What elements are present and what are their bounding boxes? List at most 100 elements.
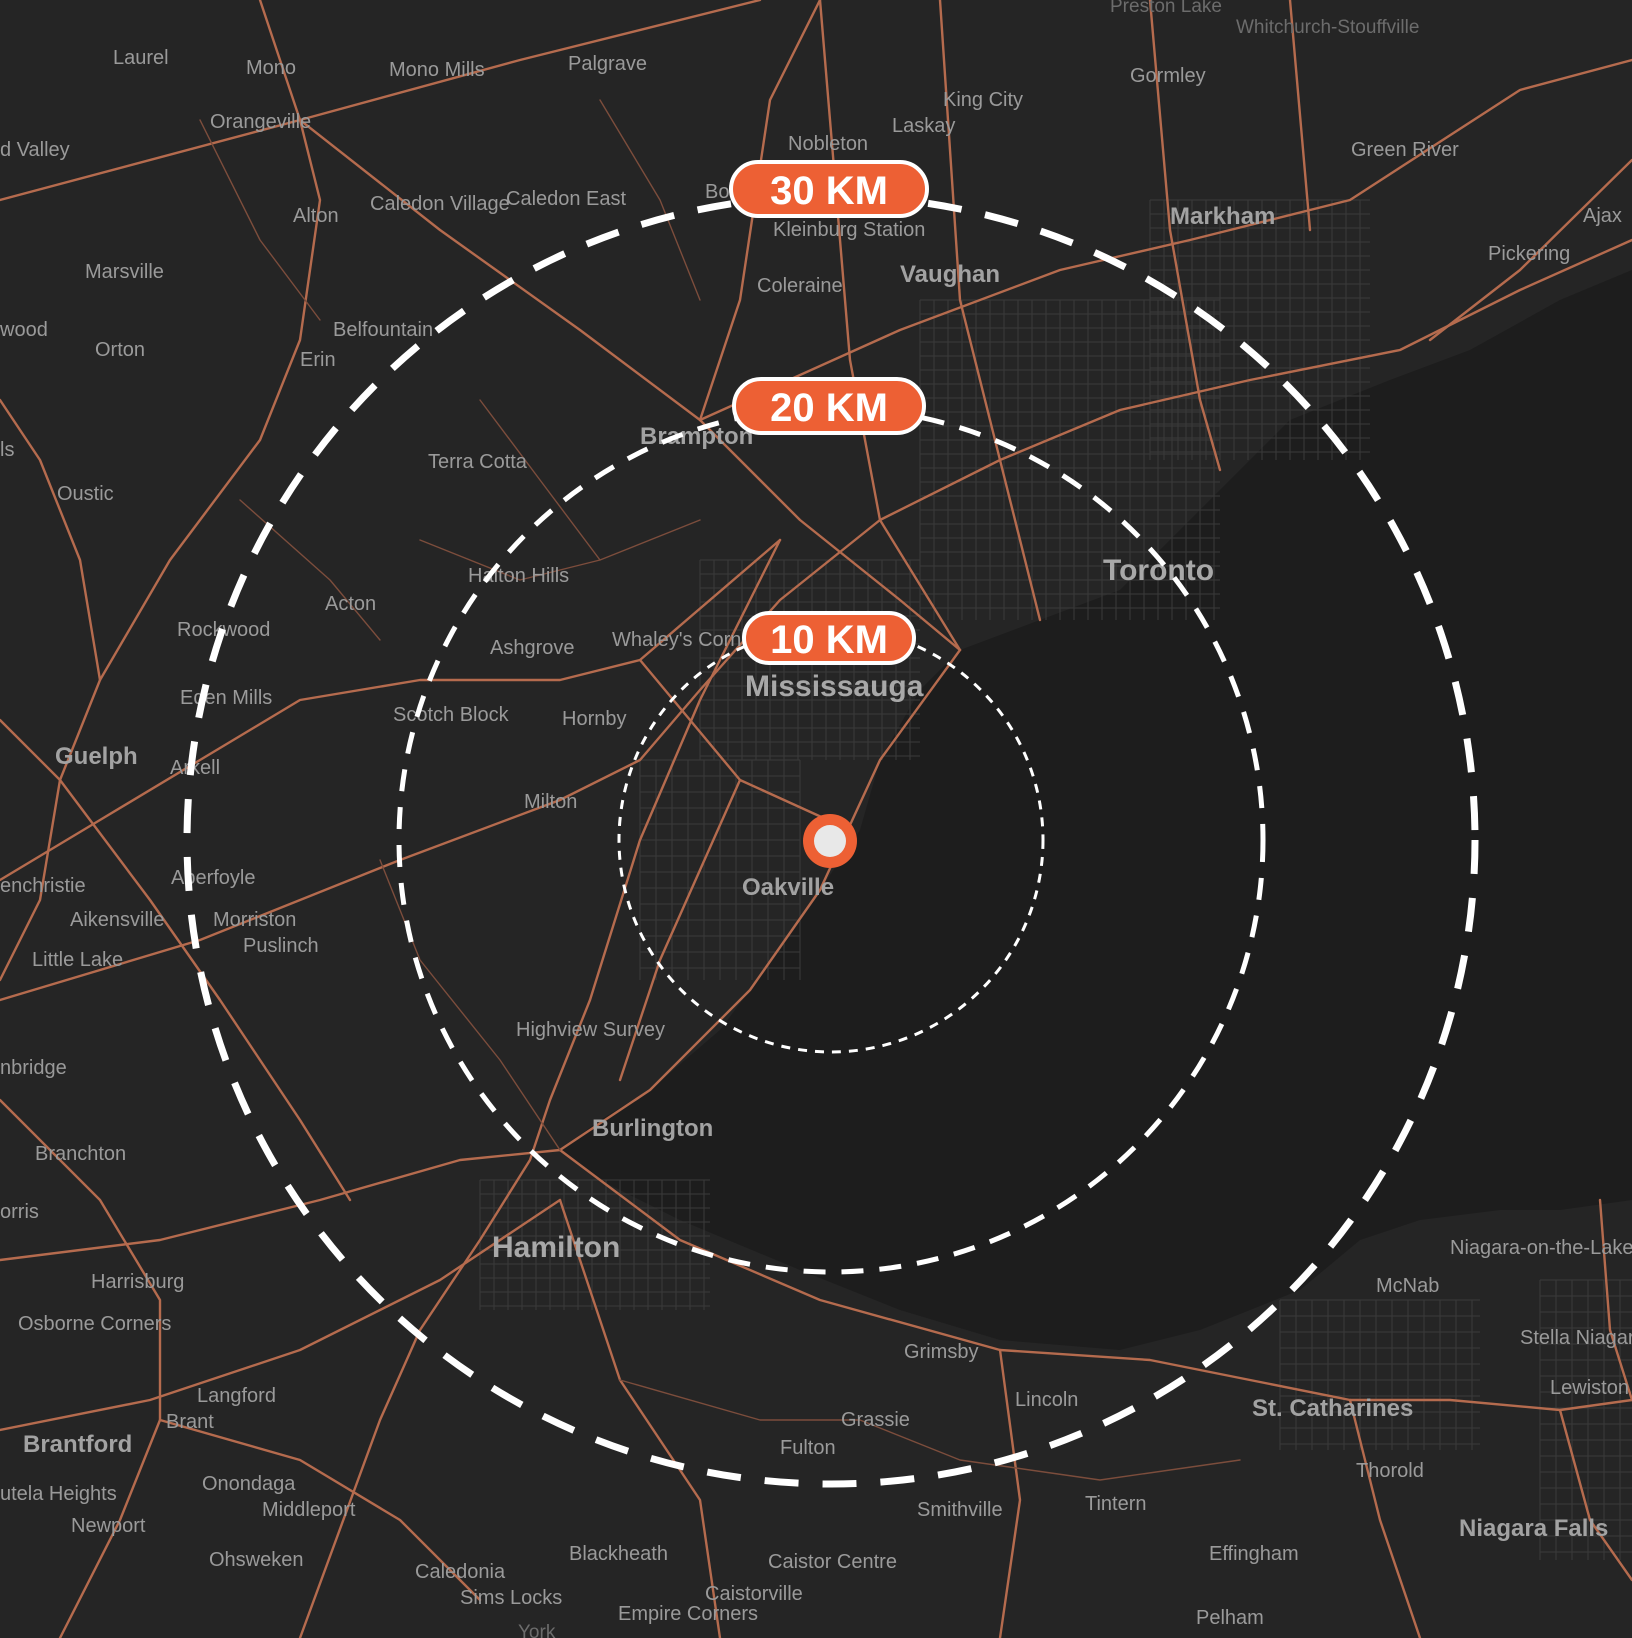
place-caistorville: Caistorville: [705, 1583, 803, 1605]
lake-ontario: [560, 270, 1632, 1350]
place-gormley: Gormley: [1130, 65, 1206, 87]
place-halton-hills: Halton Hills: [468, 565, 569, 587]
place-mono: Mono: [246, 57, 296, 79]
place-onondaga: Onondaga: [202, 1473, 296, 1495]
place-oakville: Oakville: [742, 874, 834, 901]
place-aikensville: Aikensville: [70, 909, 164, 931]
badge-30km[interactable]: 30 KM: [729, 160, 929, 218]
place-puslinch: Puslinch: [243, 935, 319, 957]
place-aberfoyle: Aberfoyle: [171, 867, 256, 889]
place-bolton: Bo: [705, 181, 729, 203]
place-erin: Erin: [300, 349, 336, 371]
place-burlington: Burlington: [592, 1115, 713, 1142]
place-blackheath: Blackheath: [569, 1543, 668, 1565]
place-alton: Alton: [293, 205, 339, 227]
place-middleport: Middleport: [262, 1499, 356, 1521]
place-scotch-block: Scotch Block: [393, 704, 510, 726]
place-st-catharines: St. Catharines: [1252, 1395, 1413, 1422]
place-wood: wood: [0, 319, 48, 341]
place-oustic: Oustic: [57, 483, 114, 505]
place-newport: Newport: [71, 1515, 146, 1537]
place-pickering: Pickering: [1488, 243, 1570, 265]
place-lewiston: Lewiston: [1550, 1377, 1629, 1399]
place-grimsby: Grimsby: [904, 1341, 978, 1363]
place-grassie: Grassie: [841, 1409, 910, 1431]
place-milton: Milton: [524, 791, 577, 813]
place-brantford: Brantford: [23, 1431, 132, 1458]
place-mcnab: McNab: [1376, 1275, 1439, 1297]
badge-30km-label: 30 KM: [770, 169, 888, 213]
badge-10km[interactable]: 10 KM: [742, 611, 916, 665]
place-laskay: Laskay: [892, 115, 955, 137]
place-caledon-village: Caledon Village: [370, 193, 510, 215]
place-fulton: Fulton: [780, 1437, 836, 1459]
place-ajax: Ajax: [1583, 205, 1622, 227]
ring-labels: 30 KM 20 KM 10 KM: [729, 160, 929, 665]
place-niagara-otl: Niagara-on-the-Lake: [1450, 1237, 1632, 1259]
place-kleinburg: Kleinburg Station: [773, 219, 925, 241]
place-caledon-east: Caledon East: [506, 188, 627, 210]
place-lincoln: Lincoln: [1015, 1389, 1078, 1411]
place-pelham: Pelham: [1196, 1607, 1264, 1629]
ring-10km: [617, 626, 1045, 1054]
badge-20km-label: 20 KM: [770, 386, 888, 430]
place-glenchristie: enchristie: [0, 875, 86, 897]
place-ohsweken: Ohsweken: [209, 1549, 304, 1571]
place-smithville: Smithville: [917, 1499, 1003, 1521]
place-whitchurch: Whitchurch-Stouffville: [1236, 17, 1419, 38]
place-sims-locks: Sims Locks: [460, 1587, 562, 1609]
place-whaleys: Whaley's Corners: [612, 629, 769, 651]
place-branchton: Branchton: [35, 1143, 126, 1165]
place-palgrave: Palgrave: [568, 53, 647, 75]
place-caistor-centre: Caistor Centre: [768, 1551, 897, 1573]
place-cambridge: nbridge: [0, 1057, 67, 1079]
place-brant: Brant: [166, 1411, 214, 1433]
place-laurel: Laurel: [113, 47, 169, 69]
place-cayuga-heights: utela Heights: [0, 1483, 117, 1505]
badge-20km[interactable]: 20 KM: [732, 377, 926, 435]
place-vaughan: Vaughan: [900, 261, 1000, 288]
place-marsville: Marsville: [85, 261, 164, 283]
place-mississauga: Mississauga: [745, 670, 924, 703]
place-ashgrove: Ashgrove: [490, 637, 575, 659]
place-orton: Orton: [95, 339, 145, 361]
place-osborne: Osborne Corners: [18, 1313, 171, 1335]
place-king-city: King City: [943, 89, 1023, 111]
place-orris: orris: [0, 1201, 39, 1223]
place-acton: Acton: [325, 593, 376, 615]
place-effingham: Effingham: [1209, 1543, 1299, 1565]
place-nobleton: Nobleton: [788, 133, 868, 155]
place-hamilton: Hamilton: [492, 1231, 620, 1264]
place-highview: Highview Survey: [516, 1019, 665, 1041]
place-caledonia: Caledonia: [415, 1561, 506, 1583]
place-markham: Markham: [1170, 203, 1275, 230]
place-hornby: Hornby: [562, 708, 626, 730]
place-terra-cotta: Terra Cotta: [428, 451, 528, 473]
place-grand-valley: d Valley: [0, 139, 70, 161]
place-belfountain: Belfountain: [333, 319, 433, 341]
place-brampton: Brampton: [640, 423, 753, 450]
place-eden-mills: Eden Mills: [180, 687, 272, 709]
place-thorold: Thorold: [1356, 1460, 1424, 1482]
badge-10km-label: 10 KM: [770, 618, 888, 662]
place-niagara-falls: Niagara Falls: [1459, 1515, 1608, 1542]
place-mono-mills: Mono Mills: [389, 59, 485, 81]
place-harrisburg: Harrisburg: [91, 1271, 184, 1293]
place-green-river: Green River: [1351, 139, 1459, 161]
place-is: ls: [0, 439, 14, 461]
place-tintern: Tintern: [1085, 1493, 1147, 1515]
place-coleraine: Coleraine: [757, 275, 843, 297]
place-guelph: Guelph: [55, 743, 138, 770]
location-pin-icon[interactable]: [803, 814, 857, 868]
place-york: York: [518, 1622, 556, 1638]
place-stella: Stella Niagara: [1520, 1327, 1632, 1349]
place-orangeville: Orangeville: [210, 111, 311, 133]
place-arkell: Arkell: [170, 757, 220, 779]
place-morriston: Morriston: [213, 909, 296, 931]
place-langford: Langford: [197, 1385, 276, 1407]
place-little-lake: Little Lake: [32, 949, 123, 971]
place-empire-corners: Empire Corners: [618, 1603, 758, 1625]
